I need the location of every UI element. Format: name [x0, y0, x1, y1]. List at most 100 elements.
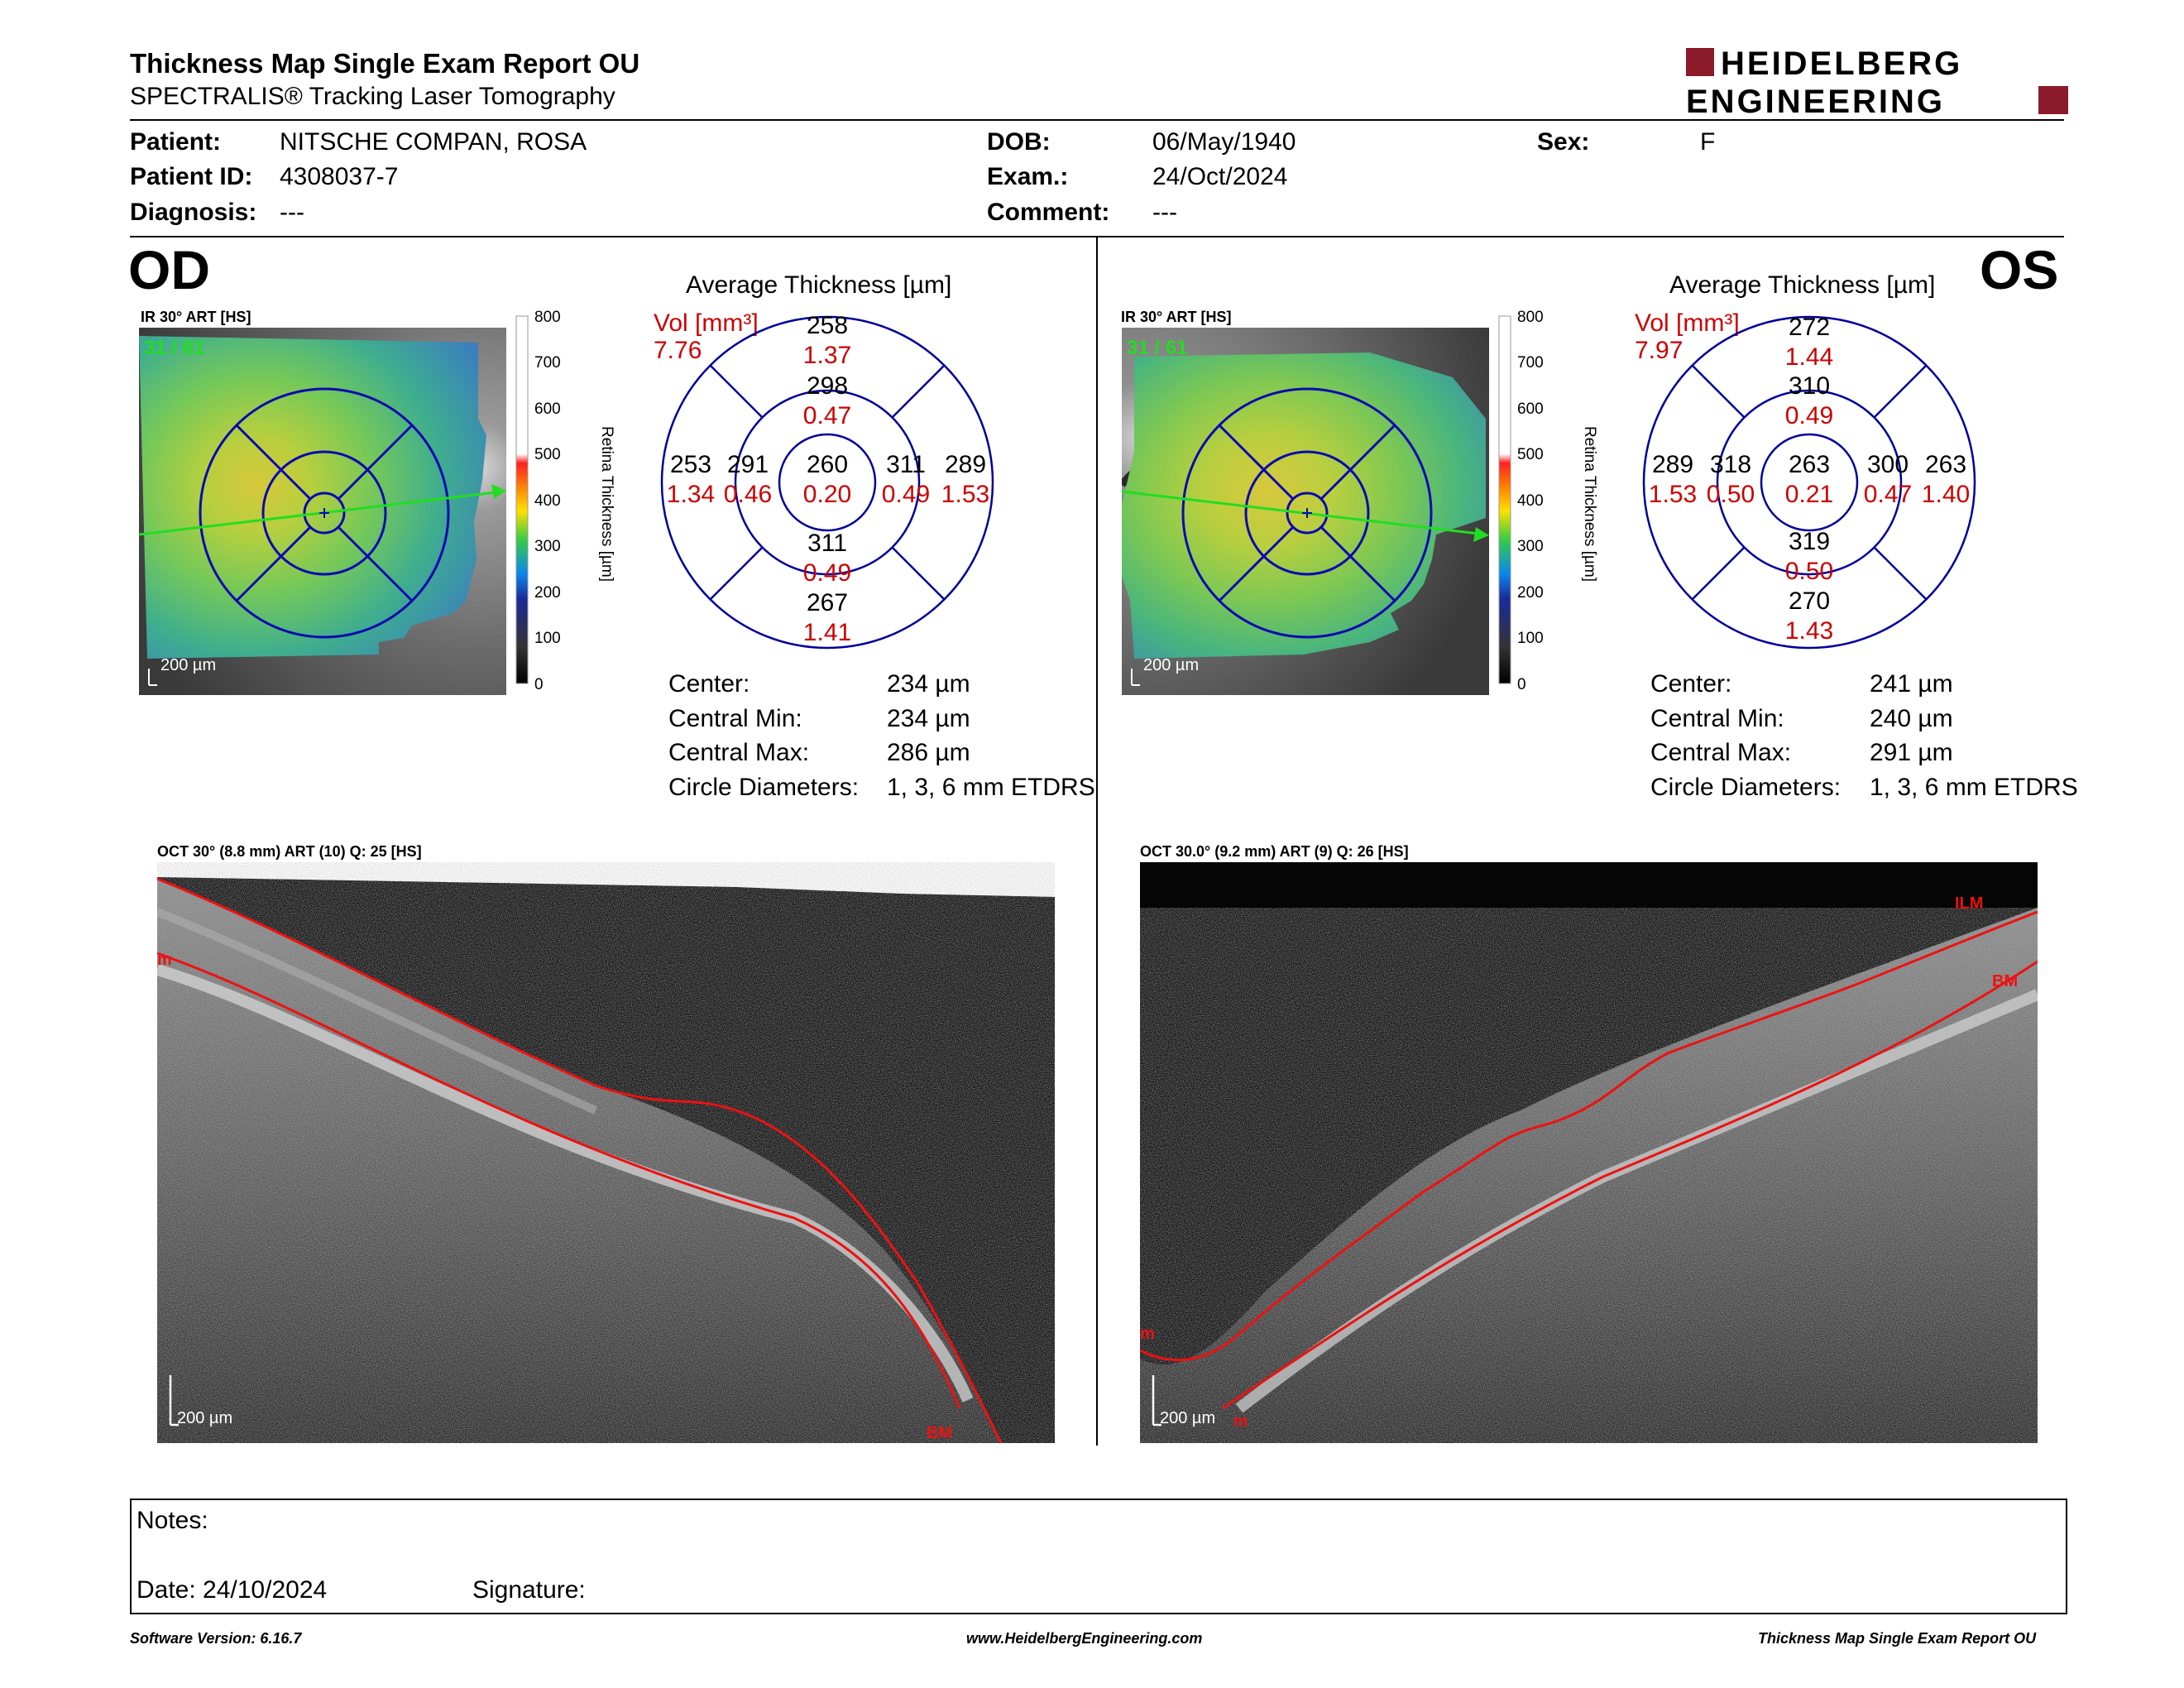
os-inner-temp-thick: 318 — [1709, 451, 1752, 478]
od-outer-sup-thick: 258 — [806, 312, 849, 339]
os-center-value: 241 µm — [1870, 670, 1953, 698]
od-center-vol: 0.20 — [802, 481, 852, 508]
os-avg-title: Average Thickness [µm] — [1669, 271, 1936, 299]
os-vol-label: Vol [mm³] — [1635, 309, 1740, 337]
os-inner-inf-thick: 319 — [1788, 528, 1831, 555]
os-thickness-map: 31 / 61 200 µm — [1122, 328, 1489, 695]
od-cbar-400: 400 — [534, 492, 561, 510]
os-inner-inf-vol: 0.50 — [1784, 558, 1834, 585]
os-outer-nas-thick: 263 — [1924, 451, 1967, 478]
od-cbar-700: 700 — [534, 354, 561, 372]
od-inner-sup-thick: 298 — [806, 372, 849, 400]
os-oct-tag-bm: BM — [1992, 972, 2018, 990]
notes-box: Notes: Date: 24/10/2024 Signature: — [130, 1499, 2067, 1614]
patient-value: NITSCHE COMPAN, ROSA — [280, 128, 587, 156]
od-diam-label: Circle Diameters: — [668, 774, 860, 801]
os-outer-nas-vol: 1.40 — [1921, 481, 1971, 508]
od-oct-tag-bm: BM — [927, 1424, 952, 1442]
od-avg-title: Average Thickness [µm] — [686, 271, 952, 299]
od-inner-inf-vol: 0.49 — [802, 559, 852, 587]
os-vol-value: 7.97 — [1635, 337, 1684, 364]
os-inner-sup-thick: 310 — [1788, 372, 1831, 400]
comment-value: --- — [1152, 199, 1177, 226]
os-inner-nas-vol: 0.47 — [1863, 481, 1913, 508]
od-ir-label: IR 30° ART [HS] — [141, 309, 251, 325]
notes-date: Date: 24/10/2024 — [136, 1576, 328, 1604]
od-center-value: 234 µm — [887, 670, 970, 698]
od-cbar-100: 100 — [534, 630, 561, 647]
od-outer-inf-vol: 1.41 — [802, 619, 852, 646]
footer-software: Software Version: 6.16.7 — [130, 1630, 302, 1647]
os-etdrs-grid — [1642, 315, 1976, 650]
divider-top — [130, 119, 2064, 121]
os-min-value: 240 µm — [1870, 705, 1953, 732]
heidelberg-logo: HEIDELBERG ENGINEERING — [1686, 46, 2068, 117]
od-oct-tag-m: m — [157, 951, 172, 969]
dob-label: DOB: — [987, 128, 1051, 156]
od-cbar-600: 600 — [534, 400, 561, 418]
od-cbar-500: 500 — [534, 446, 561, 463]
od-outer-nas-thick: 289 — [944, 451, 987, 478]
center-divider — [1096, 237, 1098, 1446]
od-max-value: 286 µm — [887, 739, 970, 766]
od-inner-nas-vol: 0.49 — [881, 481, 931, 508]
od-colorbar — [515, 315, 529, 684]
os-outer-temp-thick: 289 — [1651, 451, 1694, 478]
os-cbar-100: 100 — [1517, 630, 1544, 647]
os-center-label: Center: — [1650, 670, 1732, 698]
od-eye-label: OD — [128, 239, 210, 300]
od-center-label: Center: — [668, 670, 750, 698]
os-outer-sup-thick: 272 — [1788, 314, 1831, 341]
od-inner-nas-thick: 311 — [886, 451, 926, 478]
footer-website[interactable]: www.HeidelbergEngineering.com — [966, 1630, 1203, 1647]
od-ir-scale: 200 µm — [160, 656, 216, 674]
logo-line2: ENGINEERING — [1686, 84, 1945, 117]
od-oct-bscan: 200 µm m BM — [157, 862, 1055, 1443]
od-center-thick: 260 — [806, 451, 849, 478]
od-max-label: Central Max: — [668, 739, 810, 766]
od-ir-frames: 31 / 61 — [144, 337, 204, 359]
os-outer-temp-vol: 1.53 — [1648, 481, 1698, 508]
os-cbar-0: 0 — [1517, 676, 1526, 693]
exam-label: Exam.: — [987, 163, 1069, 190]
os-oct-bscan: 200 µm ILM BM m m — [1140, 862, 2038, 1443]
od-inner-temp-thick: 291 — [726, 451, 769, 478]
sex-value: F — [1700, 128, 1716, 156]
os-max-label: Central Max: — [1650, 739, 1792, 766]
logo-line1: HEIDELBERG — [1721, 46, 1962, 82]
od-min-value: 234 µm — [887, 705, 970, 732]
od-vol-value: 7.76 — [654, 337, 702, 364]
report-title: Thickness Map Single Exam Report OU — [130, 48, 640, 79]
os-cbar-500: 500 — [1517, 446, 1544, 463]
diagnosis-label: Diagnosis: — [130, 199, 257, 226]
od-etdrs-grid — [660, 315, 994, 650]
os-ir-frames: 31 / 61 — [1127, 337, 1187, 359]
od-outer-temp-vol: 1.34 — [666, 481, 716, 508]
report-subtitle: SPECTRALIS® Tracking Laser Tomography — [130, 83, 615, 110]
os-diam-value: 1, 3, 6 mm ETDRS — [1870, 774, 2078, 801]
exam-value: 24/Oct/2024 — [1152, 163, 1288, 190]
od-outer-nas-vol: 1.53 — [941, 481, 990, 508]
sex-label: Sex: — [1537, 128, 1590, 156]
os-cbar-400: 400 — [1517, 492, 1544, 510]
os-cbar-800: 800 — [1517, 309, 1544, 326]
os-cbar-600: 600 — [1517, 400, 1544, 418]
os-outer-inf-thick: 270 — [1788, 587, 1831, 615]
os-cbar-300: 300 — [1517, 538, 1544, 555]
os-inner-nas-thick: 300 — [1866, 451, 1909, 478]
os-eye-label: OS — [1980, 239, 2059, 300]
od-thickness-map: 31 / 61 200 µm — [139, 328, 506, 695]
comment-label: Comment: — [987, 199, 1110, 226]
od-cbar-200: 200 — [534, 584, 561, 602]
od-cbar-300: 300 — [534, 538, 561, 555]
os-cbar-200: 200 — [1517, 584, 1544, 602]
od-cbar-0: 0 — [534, 676, 544, 693]
od-oct-label: OCT 30° (8.8 mm) ART (10) Q: 25 [HS] — [157, 843, 422, 860]
divider-patient — [130, 236, 2064, 237]
os-outer-inf-vol: 1.43 — [1784, 617, 1834, 645]
notes-signature: Signature: — [472, 1576, 586, 1604]
os-oct-tag-m1: m — [1140, 1325, 1155, 1343]
os-colorbar — [1498, 315, 1511, 684]
patient-id-value: 4308037-7 — [280, 163, 399, 190]
od-cbar-800: 800 — [534, 309, 561, 326]
